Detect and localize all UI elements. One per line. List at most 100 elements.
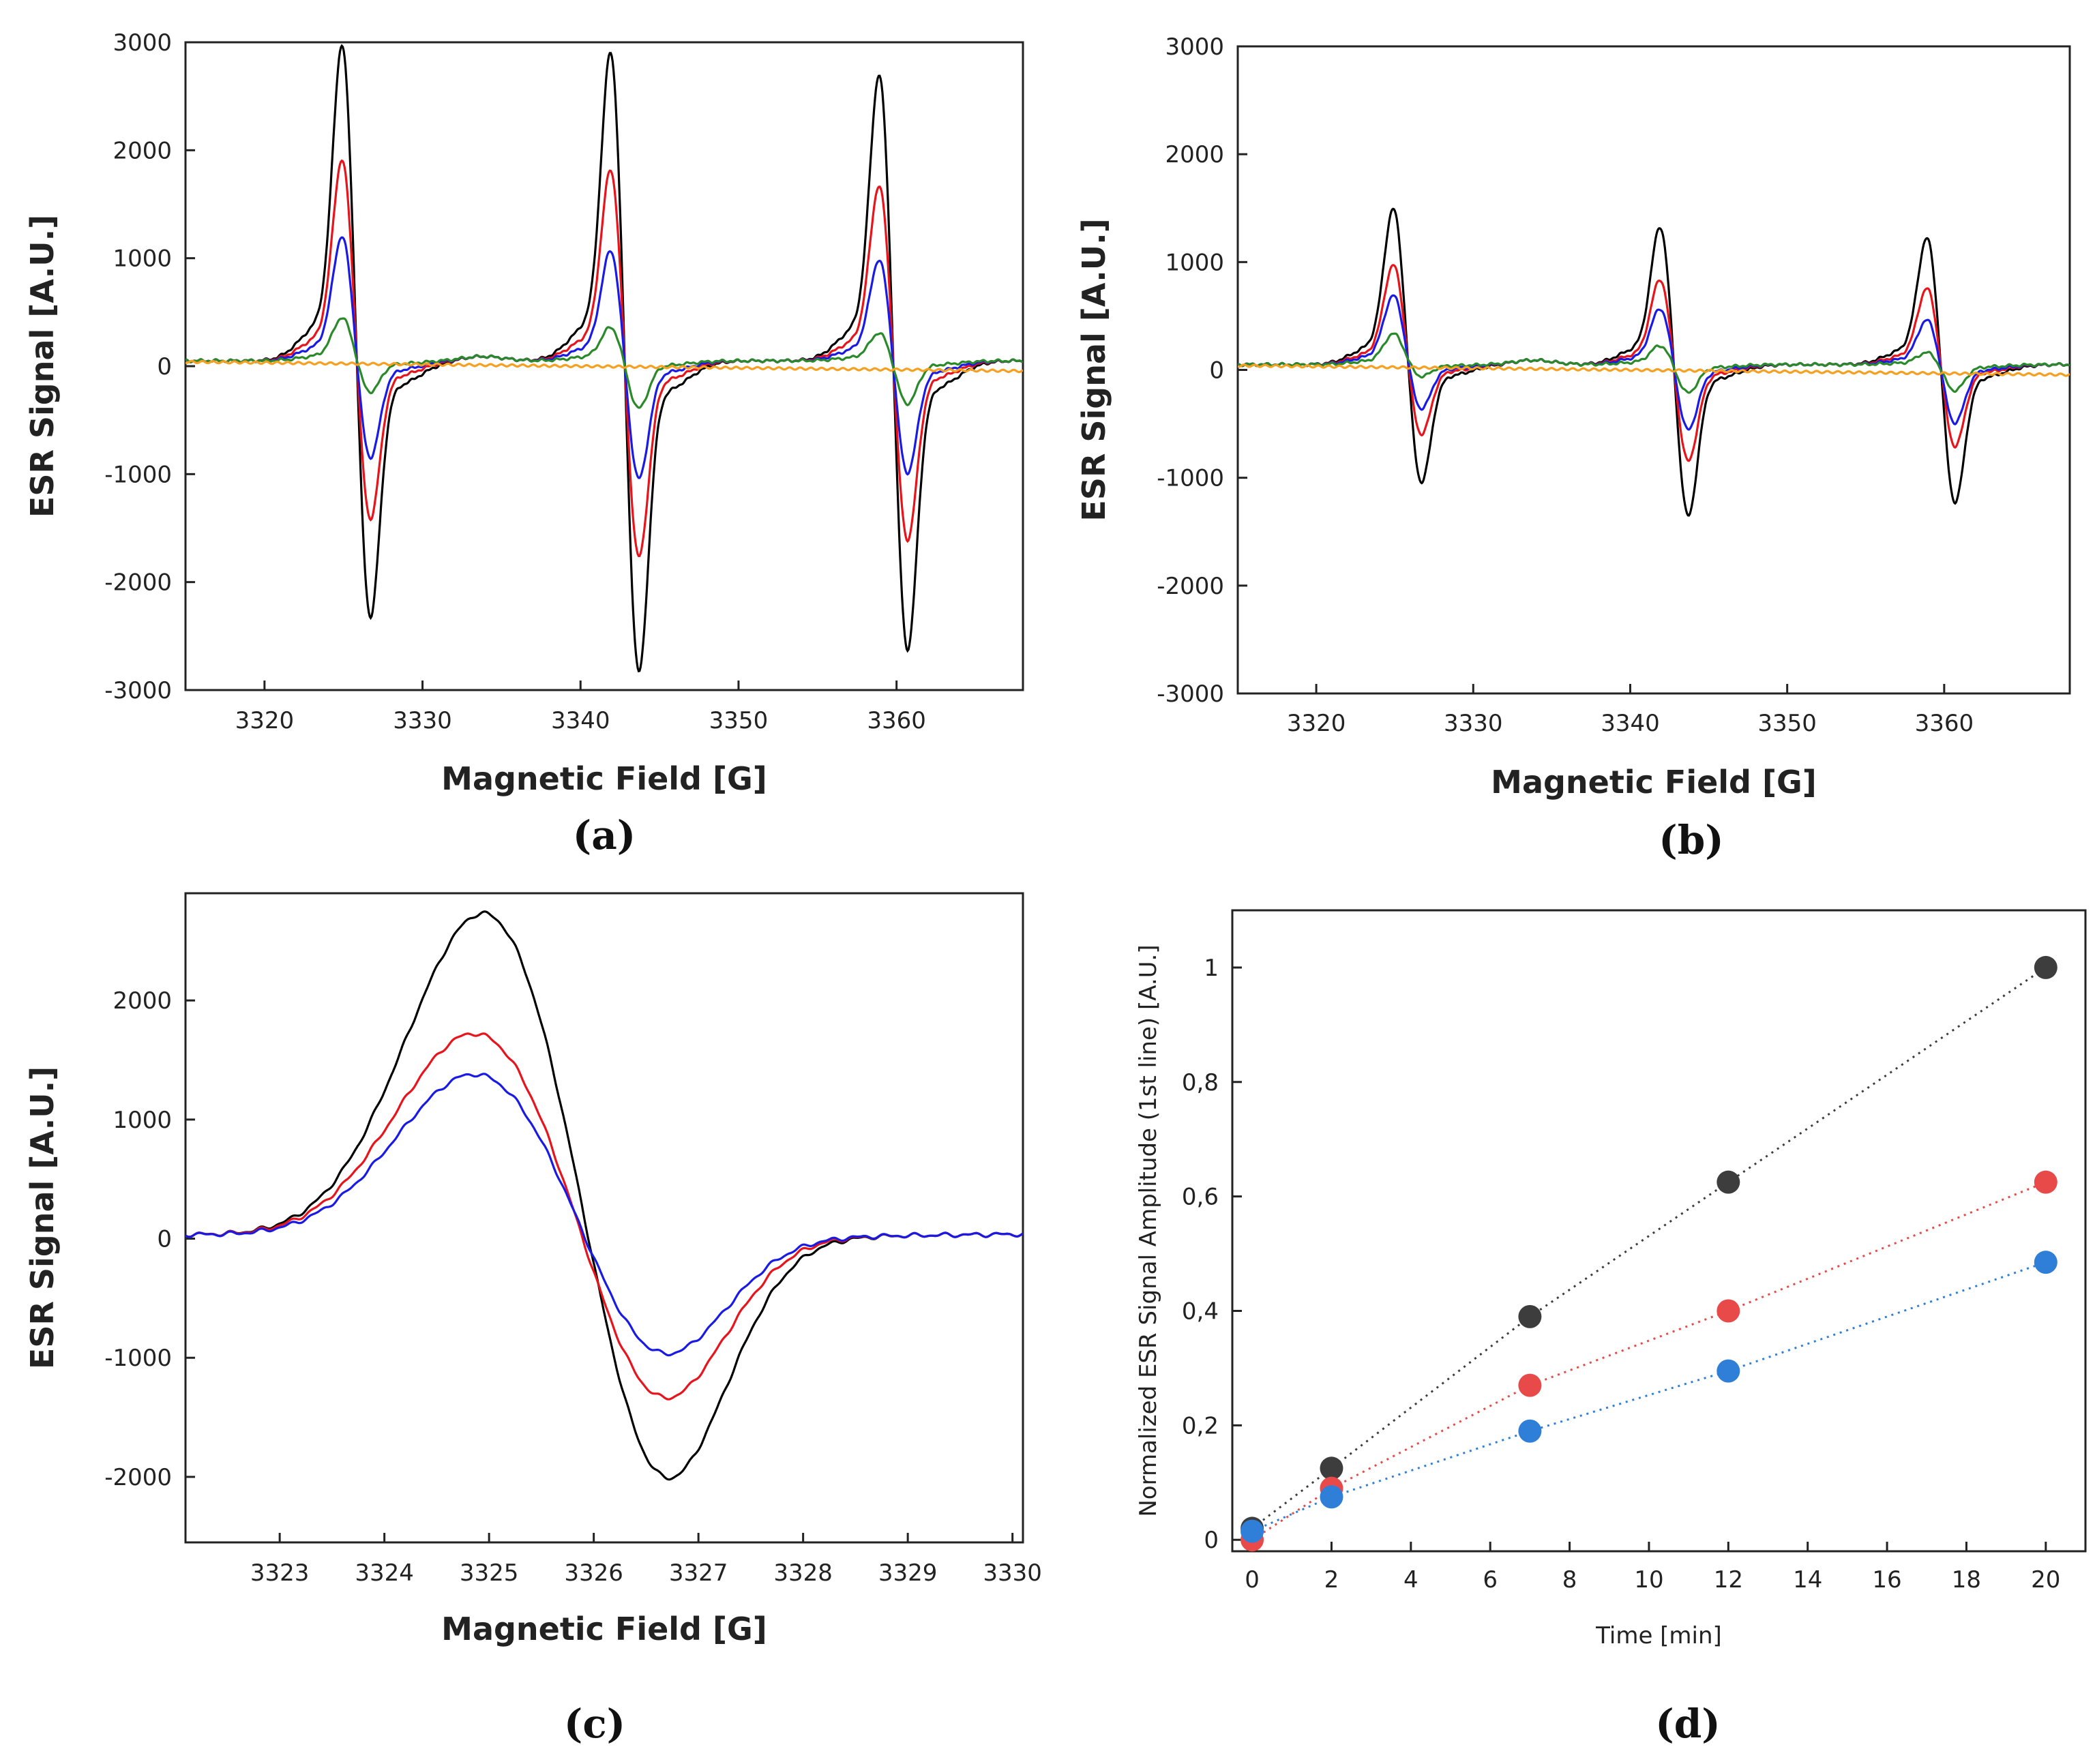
series-line-blue	[1238, 294, 2070, 431]
series-line-orange	[185, 359, 1023, 374]
panel-label: (a)	[573, 812, 636, 858]
series-group	[185, 910, 1023, 1481]
y-tick-label: 0	[157, 353, 172, 380]
panel-label: (b)	[1659, 817, 1723, 863]
y-tick-label: 2000	[1165, 141, 1224, 168]
y-axis-title: ESR Signal [A.U.]	[24, 215, 61, 518]
y-tick-label: 0,4	[1182, 1298, 1219, 1326]
x-tick-label: 3340	[1601, 710, 1660, 737]
data-point-blue	[1320, 1485, 1343, 1509]
x-tick-label: 3330	[393, 707, 452, 734]
x-tick-label: 3330	[1444, 710, 1503, 737]
x-tick-label: 14	[1793, 1566, 1822, 1594]
series-line-blue	[1251, 1261, 2047, 1532]
data-point-dark	[2034, 955, 2057, 979]
series-line-black	[1238, 207, 2070, 517]
series-line-orange	[1238, 363, 2070, 377]
y-tick-label: 1	[1204, 955, 1219, 982]
y-tick-label: -1000	[104, 1345, 172, 1372]
series-line-blue	[185, 1073, 1023, 1357]
x-tick-label: 3330	[983, 1559, 1042, 1587]
y-tick-label: -2000	[104, 1464, 172, 1491]
data-point-dark	[1320, 1456, 1343, 1480]
x-tick-label: 2	[1324, 1566, 1339, 1594]
y-tick-label: -1000	[104, 461, 172, 488]
x-tick-label: 16	[1872, 1566, 1901, 1594]
x-tick-label: 12	[1714, 1566, 1743, 1594]
y-tick-label: 3000	[1165, 33, 1224, 61]
y-axis-title: ESR Signal [A.U.]	[24, 1066, 61, 1369]
y-tick-label: 3000	[113, 29, 172, 57]
panel-label: (c)	[564, 1701, 625, 1747]
y-tick-label: 0,2	[1182, 1412, 1219, 1439]
x-tick-label: 0	[1245, 1566, 1260, 1594]
panel-b: 3320 3330 3340 3350 3360 -3000 -2000 -1000 0 1000…	[1075, 33, 2071, 863]
x-tick-label: 18	[1952, 1566, 1981, 1594]
y-tick-label: -2000	[104, 569, 172, 597]
x-tick-label: 3329	[878, 1559, 938, 1587]
series-line-green	[185, 317, 1023, 409]
y-tick-label: 0,8	[1182, 1069, 1219, 1096]
data-point-dark	[1717, 1170, 1740, 1194]
data-point-red	[2034, 1170, 2057, 1194]
series-line-green	[1238, 332, 2070, 394]
data-point-blue	[1717, 1359, 1740, 1383]
series-line-red	[185, 159, 1023, 558]
x-tick-label: 3320	[235, 707, 295, 734]
series-line-dark	[1251, 966, 2047, 1529]
x-tick-label: 3326	[564, 1559, 623, 1587]
series-line-black	[185, 44, 1023, 673]
x-tick-label: 3350	[1757, 710, 1817, 737]
x-tick-label: 6	[1483, 1566, 1498, 1594]
x-tick-label: 3328	[773, 1559, 833, 1587]
series-group	[1238, 207, 2070, 517]
y-tick-label: 1000	[113, 1107, 172, 1134]
x-tick-label: 4	[1403, 1566, 1418, 1594]
x-tick-label: 3325	[460, 1559, 519, 1587]
x-tick-label: 3320	[1287, 710, 1346, 737]
y-tick-label: 0,6	[1182, 1184, 1219, 1211]
data-point-red	[1518, 1373, 1542, 1397]
panel-a: 3320 3330 3340 3350 3360 -3000 -2000 -1000 0 1000…	[24, 29, 1024, 858]
y-axis-title: ESR Signal [A.U.]	[1075, 218, 1112, 521]
y-tick-label: -2000	[1157, 573, 1224, 600]
y-axis-title: Normalized ESR Signal Amplitude (1st lin…	[1135, 944, 1162, 1516]
y-tick-label: -3000	[1157, 681, 1224, 708]
series-line-red	[1251, 1181, 2047, 1541]
y-tick-label: 1000	[1165, 249, 1224, 276]
series-line-red	[1238, 264, 2070, 462]
x-tick-label: 3350	[709, 707, 769, 734]
y-tick-label: -1000	[1157, 465, 1224, 492]
panel-label: (d)	[1655, 1701, 1720, 1747]
x-tick-label: 3324	[355, 1559, 414, 1587]
plot-frame	[1231, 909, 2087, 1553]
x-tick-label: 3327	[669, 1559, 728, 1587]
x-tick-label: 3360	[867, 707, 926, 734]
x-tick-label: 3340	[551, 707, 610, 734]
panel-d: 0 2 4 6 8 10 12 14 16 18 20 0 0,2 0,4 0,6 0,8 1 Time [min…	[1135, 909, 2087, 1747]
panel-c: 3323 3324 3325 3326 3327 3328 3329 3330 -2000 -10…	[24, 892, 1042, 1747]
x-axis-title: Magnetic Field [G]	[441, 1611, 767, 1647]
y-tick-label: 1000	[113, 245, 172, 273]
plot-frame	[184, 892, 1024, 1544]
data-point-red	[1717, 1299, 1740, 1323]
y-tick-label: 0	[1204, 1527, 1219, 1554]
y-tick-label: 2000	[113, 137, 172, 164]
x-tick-label: 3323	[250, 1559, 310, 1587]
data-point-dark	[1518, 1304, 1542, 1328]
y-tick-label: 2000	[113, 987, 172, 1015]
data-point-blue	[2034, 1251, 2057, 1274]
series-line-black	[185, 910, 1023, 1481]
x-tick-label: 10	[1634, 1566, 1663, 1594]
data-point-blue	[1518, 1419, 1542, 1443]
x-tick-label: 3360	[1915, 710, 1974, 737]
y-tick-label: -3000	[104, 677, 172, 704]
series-line-blue	[185, 236, 1023, 479]
y-tick-label: 0	[157, 1226, 172, 1253]
series-line-red	[185, 1032, 1023, 1401]
series-group	[185, 44, 1023, 673]
x-tick-label: 8	[1562, 1566, 1577, 1594]
x-axis-title: Magnetic Field [G]	[441, 760, 767, 797]
x-axis-title: Magnetic Field [G]	[1491, 764, 1817, 801]
